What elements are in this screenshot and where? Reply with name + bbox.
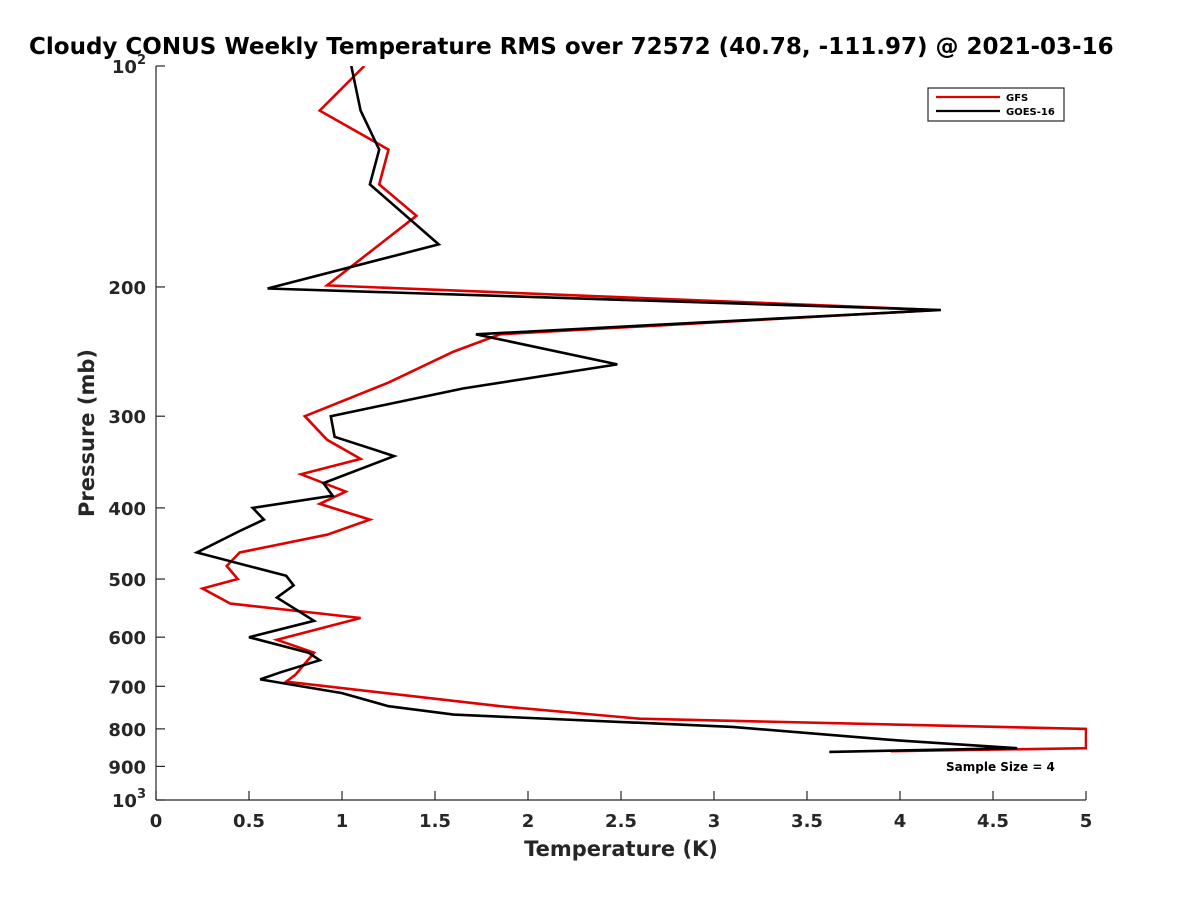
series-line-goes16 xyxy=(193,66,1018,754)
x-axis-label: Temperature (K) xyxy=(524,837,718,861)
y-tick-label: 700 xyxy=(108,677,146,698)
y-tick-label: 500 xyxy=(108,570,146,591)
x-tick-label: 5 xyxy=(1080,811,1093,832)
x-tick-label: 2.5 xyxy=(605,811,637,832)
y-tick-label: 600 xyxy=(108,628,146,649)
series-layer xyxy=(193,66,1087,754)
y-tick-label-base: 10 xyxy=(112,57,137,78)
chart-title: Cloudy CONUS Weekly Temperature RMS over… xyxy=(29,34,1114,60)
y-tick-label: 102 xyxy=(112,53,146,78)
y-tick-label: 400 xyxy=(108,499,146,520)
y-tick-label: 103 xyxy=(112,787,146,812)
y-tick-label: 300 xyxy=(108,407,146,428)
series-line-gfs xyxy=(199,66,1087,753)
y-axis-label: Pressure (mb) xyxy=(75,349,99,517)
x-tick-label: 0.5 xyxy=(233,811,265,832)
plot-area xyxy=(156,66,1086,800)
sample-size-annotation: Sample Size = 4 xyxy=(946,760,1055,774)
y-tick-label: 200 xyxy=(108,278,146,299)
x-tick-label: 1 xyxy=(336,811,349,832)
x-tick-label: 4.5 xyxy=(977,811,1009,832)
x-tick-label: 0 xyxy=(150,811,163,832)
x-axis-ticks: 0 0.5 1 1.5 2 2.5 3 3.5 4 4.5 5 xyxy=(150,791,1093,832)
legend-box xyxy=(927,87,1065,122)
x-tick-label: 3 xyxy=(708,811,721,832)
y-tick-label: 800 xyxy=(108,720,146,741)
legend-label-gfs: GFS xyxy=(1006,93,1028,104)
legend-label-goes16: GOES-16 xyxy=(1006,107,1055,118)
x-tick-label: 2 xyxy=(522,811,535,832)
legend: GFS GOES-16 xyxy=(927,87,1065,122)
x-tick-label: 1.5 xyxy=(419,811,451,832)
x-tick-label: 3.5 xyxy=(791,811,823,832)
x-tick-label: 4 xyxy=(894,811,907,832)
y-tick-label-exponent: 3 xyxy=(137,787,146,802)
y-tick-label: 900 xyxy=(108,757,146,778)
y-tick-label-exponent: 2 xyxy=(137,53,146,68)
y-tick-label-base: 10 xyxy=(112,791,137,812)
